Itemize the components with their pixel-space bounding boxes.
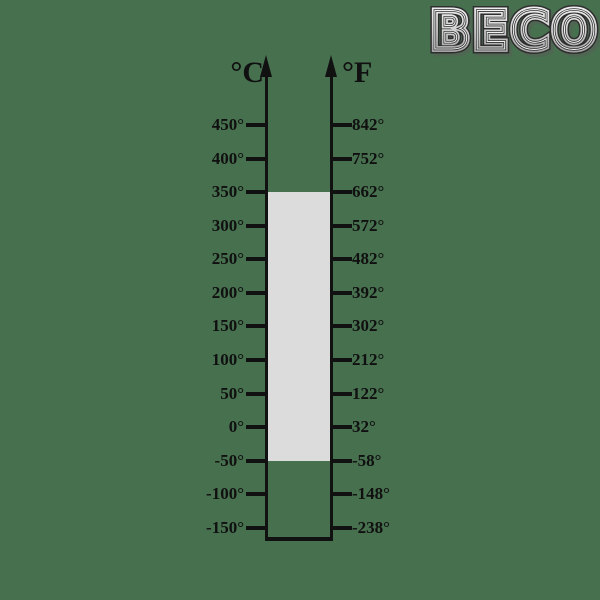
tick-label: -238° — [352, 518, 390, 537]
tick-label: 752° — [352, 149, 385, 168]
tick-label: 50° — [220, 384, 244, 403]
fahrenheit-unit-label: °F — [342, 56, 373, 89]
tick-label: 842° — [352, 115, 385, 134]
tick-mark — [246, 526, 266, 530]
tick-mark — [333, 526, 352, 530]
tick-mark — [246, 224, 266, 228]
tick-label: 392° — [352, 283, 385, 302]
tick-mark — [246, 123, 266, 127]
celsius-axis-line — [265, 74, 268, 541]
tick-mark — [246, 425, 266, 429]
tick-mark — [246, 257, 266, 261]
logo-inner-outline-layer: BECO — [430, 1, 599, 58]
tick-label: 32° — [352, 417, 376, 436]
tick-label: 122° — [352, 384, 385, 403]
tick-label: 662° — [352, 182, 385, 201]
highlight-range-band — [268, 192, 330, 461]
tick-label: 572° — [352, 216, 385, 235]
tick-label: -148° — [352, 484, 390, 503]
tick-mark — [333, 190, 352, 194]
tick-label: -50° — [214, 451, 244, 470]
tick-mark — [246, 291, 266, 295]
tick-label: 300° — [211, 216, 244, 235]
logo-outer-outline-layer: BECO — [430, 1, 599, 58]
logo-inner-highlight-layer: BECO — [430, 1, 599, 58]
tick-mark — [333, 425, 352, 429]
tick-mark — [333, 157, 352, 161]
tick-mark — [333, 492, 352, 496]
tick-mark — [246, 492, 266, 496]
tick-mark — [333, 291, 352, 295]
tick-mark — [246, 190, 266, 194]
tick-label: 250° — [211, 249, 244, 268]
tick-mark — [333, 224, 352, 228]
celsius-unit-label: °C — [230, 56, 264, 89]
tick-label: 200° — [211, 283, 244, 302]
tick-mark — [333, 123, 352, 127]
tick-label: 400° — [211, 149, 244, 168]
fahrenheit-axis-up-arrow-icon — [325, 55, 337, 77]
fahrenheit-axis-line — [330, 74, 333, 541]
tick-mark — [333, 459, 352, 463]
logo-shadow-layer: BECO — [433, 4, 600, 58]
tick-mark — [246, 392, 266, 396]
tick-mark — [333, 392, 352, 396]
tick-label: 450° — [211, 115, 244, 134]
tick-mark — [333, 358, 352, 362]
tick-label: 100° — [211, 350, 244, 369]
logo-silver-layer: BECO — [430, 1, 599, 58]
tick-label: 302° — [352, 316, 385, 335]
tick-label: 150° — [211, 316, 244, 335]
tick-label: -58° — [352, 451, 382, 470]
tick-mark — [246, 324, 266, 328]
axis-base-line — [265, 537, 333, 541]
tick-label: 482° — [352, 249, 385, 268]
tick-label: -150° — [206, 518, 244, 537]
tick-mark — [246, 459, 266, 463]
tick-label: 350° — [211, 182, 244, 201]
tick-mark — [333, 257, 352, 261]
tick-mark — [333, 324, 352, 328]
tick-label: 212° — [352, 350, 385, 369]
tick-mark — [246, 157, 266, 161]
tick-label: -100° — [206, 484, 244, 503]
celsius-axis-up-arrow-icon — [260, 55, 272, 77]
tick-mark — [246, 358, 266, 362]
tick-label: 0° — [228, 417, 244, 436]
beco-logo: BECO BECO BECO BECO BECO — [426, 0, 600, 58]
